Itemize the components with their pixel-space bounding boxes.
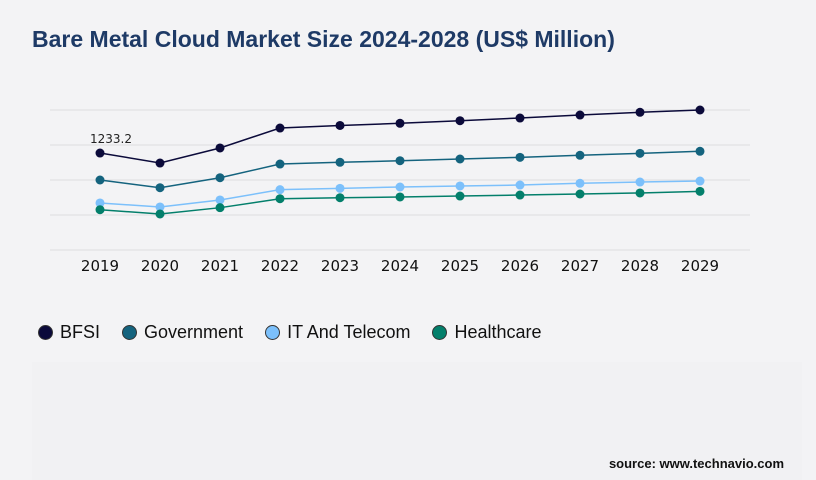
data-point: [95, 198, 105, 208]
data-label: 1233.2: [90, 132, 132, 146]
data-point: [155, 209, 165, 219]
data-point: [455, 116, 465, 126]
data-point: [335, 183, 345, 193]
x-tick-label: 2022: [261, 257, 299, 275]
data-point: [215, 173, 225, 183]
data-point: [275, 159, 285, 169]
data-point: [335, 157, 345, 167]
data-point: [455, 154, 465, 164]
legend-label: BFSI: [60, 322, 101, 342]
data-point: [695, 105, 705, 115]
data-point: [575, 150, 585, 160]
data-point: [575, 178, 585, 188]
data-point: [275, 123, 285, 133]
legend-item: Government: [122, 322, 243, 343]
data-point: [635, 177, 645, 187]
x-tick-label: 2021: [201, 257, 239, 275]
legend-item: Healthcare: [432, 322, 542, 343]
x-tick-label: 2029: [681, 257, 719, 275]
data-point: [515, 190, 525, 200]
chart-title: Bare Metal Cloud Market Size 2024-2028 (…: [32, 26, 615, 52]
source-text: source: www.technavio.com: [608, 456, 784, 471]
x-tick-label: 2019: [81, 257, 119, 275]
data-point: [335, 193, 345, 203]
data-point: [155, 202, 165, 212]
legend-marker: [432, 325, 448, 340]
background-panel: [32, 362, 802, 480]
legend-label: IT And Telecom: [287, 322, 411, 342]
data-point: [455, 191, 465, 201]
data-point: [695, 146, 705, 156]
data-point: [395, 118, 405, 128]
data-point: [695, 186, 705, 196]
data-point: [215, 143, 225, 153]
data-point: [455, 181, 465, 191]
line-chart: 2019 2020 2021 2022 2023 2024 2025 2026 2027 2028…: [50, 105, 750, 275]
data-point: [635, 107, 645, 117]
data-point: [275, 194, 285, 204]
legend-item: BFSI: [38, 322, 100, 343]
data-point: [215, 195, 225, 205]
data-point: [575, 189, 585, 199]
data-point: [515, 152, 525, 162]
x-tick-label: 2027: [561, 257, 599, 275]
legend-marker: [265, 325, 281, 340]
x-tick-label: 2024: [381, 257, 419, 275]
x-tick-label: 2025: [441, 257, 479, 275]
data-point: [335, 120, 345, 130]
x-tick-label: 2020: [141, 257, 179, 275]
data-point: [395, 182, 405, 192]
data-point: [575, 110, 585, 120]
data-point: [155, 158, 165, 168]
data-point: [695, 176, 705, 186]
data-point: [635, 148, 645, 158]
x-tick-label: 2023: [321, 257, 359, 275]
data-point: [515, 113, 525, 123]
legend-item: IT And Telecom: [265, 322, 410, 343]
x-tick-label: 2026: [501, 257, 539, 275]
data-point: [155, 183, 165, 193]
data-point: [95, 205, 105, 215]
legend-marker: [38, 325, 53, 340]
data-point: [275, 185, 285, 195]
data-point: [95, 175, 105, 185]
data-point: [635, 188, 645, 198]
data-point: [95, 148, 105, 158]
data-point: [395, 192, 405, 202]
legend-label: Government: [144, 322, 244, 342]
legend: BFSI Government IT And Telecom Healthcare: [38, 322, 542, 343]
data-point: [515, 180, 525, 190]
data-point: [215, 203, 225, 213]
x-tick-label: 2028: [621, 257, 659, 275]
legend-label: Healthcare: [454, 322, 542, 342]
legend-marker: [122, 325, 138, 340]
data-point: [395, 156, 405, 166]
